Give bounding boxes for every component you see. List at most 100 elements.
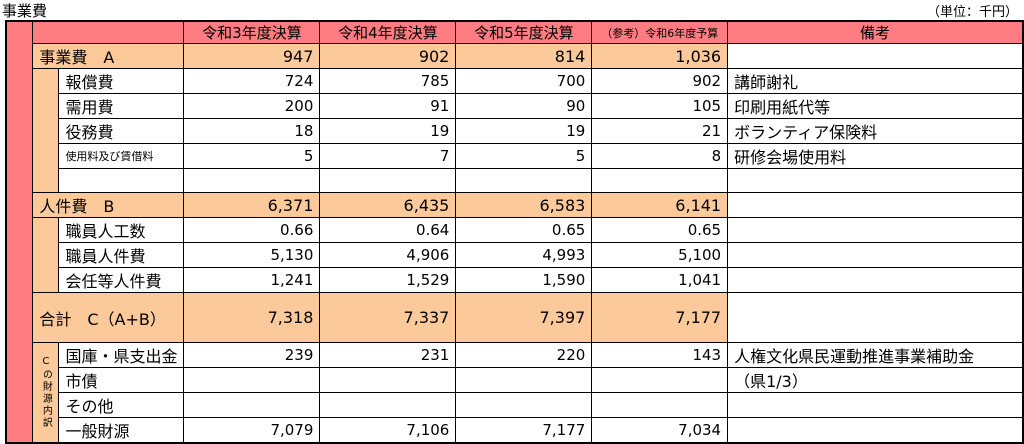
row-label: 合計 C（A+B） (32, 292, 185, 343)
table-row: 会任等人件費 1,241 1,529 1,590 1,041 (6, 267, 1024, 293)
value-cell: 18 (183, 118, 321, 144)
value-cell: 91 (319, 93, 457, 119)
item-label: 職員人工数 (58, 217, 185, 243)
value-cell: 7,034 (591, 417, 729, 444)
value-cell (455, 367, 593, 393)
indent-strip (32, 68, 60, 193)
table-row: 職員人工数 0.66 0.64 0.65 0.65 (6, 217, 1024, 293)
column-header: 令和3年度決算 (183, 20, 321, 44)
value-cell: 6,583 (455, 192, 593, 218)
value-cell: 700 (455, 68, 593, 94)
item-label: 一般財源 (58, 417, 185, 444)
remark-cell (727, 392, 1024, 418)
value-cell: 1,041 (591, 267, 729, 293)
table-row: 職員人件費 5,130 4,906 4,993 5,100 (6, 242, 1024, 268)
value-cell: 6,371 (183, 192, 321, 218)
remark-cell: 講師謝礼 (727, 68, 1024, 94)
value-cell: 7,177 (591, 292, 729, 343)
value-cell (183, 367, 321, 393)
row-label: 事業費 A (32, 43, 185, 69)
column-header: （参考）令和6年度予算 (591, 20, 729, 44)
value-cell: 724 (183, 68, 321, 94)
value-cell: 4,993 (455, 242, 593, 268)
value-cell: 0.66 (183, 217, 321, 243)
value-cell: 1,590 (455, 267, 593, 293)
value-cell: 90 (455, 93, 593, 119)
value-cell: 4,906 (319, 242, 457, 268)
remark-cell (727, 192, 1024, 218)
page-title: 事業費 (2, 2, 48, 20)
value-cell (591, 392, 729, 418)
value-cell (455, 168, 593, 193)
value-cell: 0.65 (455, 217, 593, 243)
value-cell: 785 (319, 68, 457, 94)
value-cell (319, 367, 457, 393)
item-label: 需用費 (58, 93, 185, 119)
item-label (58, 168, 185, 193)
remark-cell (727, 242, 1024, 268)
row-label: 人件費 B (32, 192, 185, 218)
indent-strip (32, 217, 60, 293)
remark-cell (727, 43, 1024, 69)
value-cell: 1,036 (591, 43, 729, 69)
table-row: 一般財源 7,079 7,106 7,177 7,034 (6, 417, 1024, 444)
value-cell: 6,141 (591, 192, 729, 218)
remark-cell (727, 217, 1024, 243)
remark-cell: ボランティア保険料 (727, 118, 1024, 144)
value-cell: 7,318 (183, 292, 321, 343)
remark-cell (727, 267, 1024, 293)
item-label: 役務費 (58, 118, 185, 144)
item-label: その他 (58, 392, 185, 418)
remark-cell: 人権文化県民運動推進事業補助金 (727, 342, 1024, 368)
table-row: 報償費 724 785 700 902 講師謝礼 (6, 68, 1024, 193)
value-cell (455, 392, 593, 418)
value-cell: 5 (455, 143, 593, 169)
table-row: 事業費 A 947 902 814 1,036 (6, 43, 1024, 69)
table-row: 人件費 B 6,371 6,435 6,583 6,141 (6, 192, 1024, 218)
table-row: 使用料及び賃借料 5 7 5 8 研修会場使用料 (6, 143, 1024, 169)
column-header: 備考 (727, 20, 1024, 44)
remark-cell (727, 168, 1024, 193)
value-cell: 5 (183, 143, 321, 169)
column-header: 令和4年度決算 (319, 20, 457, 44)
item-label: 使用料及び賃借料 (58, 143, 185, 169)
value-cell: 902 (591, 68, 729, 94)
value-cell: 21 (591, 118, 729, 144)
value-cell (319, 168, 457, 193)
value-cell (319, 392, 457, 418)
value-cell: 105 (591, 93, 729, 119)
remark-cell (727, 292, 1024, 343)
table-row: その他 (6, 392, 1024, 418)
item-label: 会任等人件費 (58, 267, 185, 293)
value-cell: 1,529 (319, 267, 457, 293)
value-cell (591, 168, 729, 193)
value-cell: 6,435 (319, 192, 457, 218)
unit-label: （単位：千円） (926, 5, 1018, 20)
value-cell: 239 (183, 342, 321, 368)
table-row (6, 168, 1024, 193)
value-cell: 8 (591, 143, 729, 169)
table-row: 市債 （県1/3） (6, 367, 1024, 393)
value-cell: 814 (455, 43, 593, 69)
value-cell (591, 367, 729, 393)
remark-cell: （県1/3） (727, 367, 1024, 393)
remark-cell: 印刷用紙代等 (727, 93, 1024, 119)
value-cell: 220 (455, 342, 593, 368)
item-label: 職員人件費 (58, 242, 185, 268)
value-cell: 0.65 (591, 217, 729, 243)
table-row: Cの財源内訳 国庫・県支出金 239 231 220 143 人権文化県民運動推進事業補助金 (6, 342, 1024, 444)
value-cell: 5,130 (183, 242, 321, 268)
item-label: 市債 (58, 367, 185, 393)
value-cell: 200 (183, 93, 321, 119)
item-label: 国庫・県支出金 (58, 342, 185, 368)
table-row: 需用費 200 91 90 105 印刷用紙代等 (6, 93, 1024, 119)
value-cell: 7 (319, 143, 457, 169)
left-header-strip (5, 20, 34, 444)
column-header: 令和5年度決算 (455, 20, 593, 44)
value-cell: 0.64 (319, 217, 457, 243)
value-cell: 231 (319, 342, 457, 368)
value-cell: 7,337 (319, 292, 457, 343)
header-corner (32, 20, 185, 44)
table-row: 合計 C（A+B） 7,318 7,337 7,397 7,177 (6, 292, 1024, 343)
